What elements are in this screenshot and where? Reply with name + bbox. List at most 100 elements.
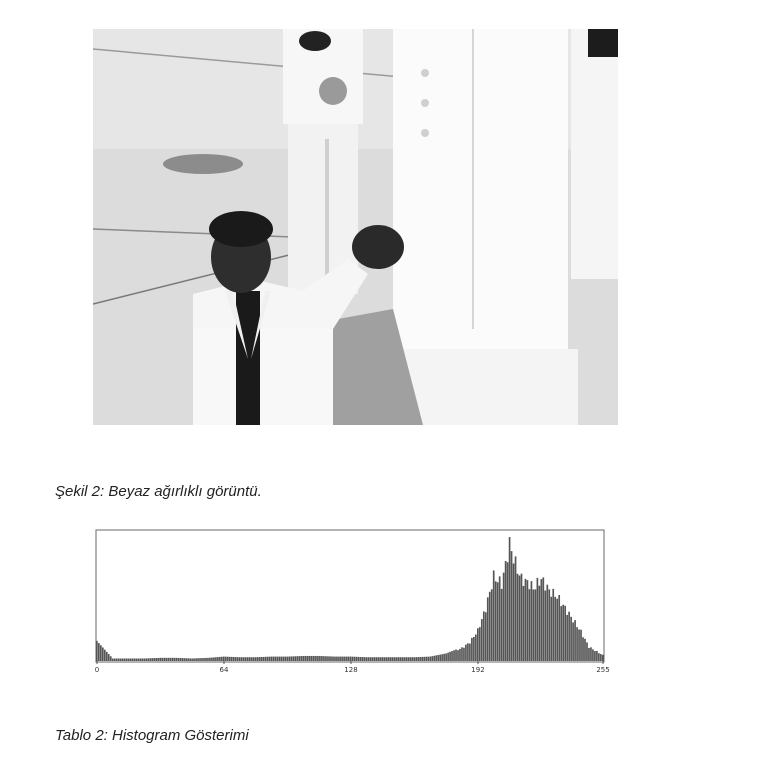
histogram-bar (369, 657, 372, 661)
histogram-bar (512, 563, 515, 661)
photo-white-weighted (93, 29, 618, 425)
x-tick-label: 0 (95, 666, 99, 674)
histogram-bar (582, 637, 584, 661)
histogram-bar (552, 588, 555, 661)
histogram-bar (306, 655, 309, 661)
histogram-bar (363, 657, 366, 661)
histogram-bar (318, 655, 320, 661)
histogram-bar (504, 560, 507, 661)
histogram-bar (111, 658, 114, 661)
histogram-bar (558, 595, 561, 661)
histogram-bar (399, 657, 402, 661)
histogram-bar (572, 622, 574, 661)
histogram-bar (246, 657, 249, 661)
histogram-bar (351, 656, 354, 661)
histogram-bar (153, 658, 156, 661)
histogram-bar (282, 656, 285, 661)
histogram-bar (488, 591, 491, 661)
histogram-bar (326, 656, 328, 661)
histogram-bar (224, 656, 227, 661)
histogram-bar (361, 657, 364, 661)
histogram-bar (518, 575, 521, 661)
histogram-bar (234, 657, 237, 661)
histogram-bar (484, 612, 487, 661)
histogram-bar (391, 657, 394, 661)
histogram-bar (594, 651, 596, 661)
histogram-bar (596, 650, 598, 661)
histogram-bar (183, 658, 185, 661)
histogram-bar (155, 658, 158, 661)
histogram-bar (238, 657, 241, 661)
histogram-bar (147, 658, 150, 661)
histogram-bar (177, 657, 180, 661)
histogram-bar (115, 658, 118, 661)
histogram-bar (486, 597, 489, 661)
histogram-bar (477, 628, 479, 661)
histogram-bar (350, 656, 352, 661)
histogram-bar (278, 656, 281, 661)
histogram-bar (435, 655, 438, 661)
histogram-bar (439, 654, 441, 661)
histogram-bar (103, 649, 106, 661)
histogram-bar (598, 653, 600, 661)
histogram-bar (425, 656, 428, 661)
histogram-bar (123, 658, 126, 661)
histogram-bar (157, 657, 160, 661)
histogram-bar (429, 656, 432, 661)
histogram-bar (348, 656, 350, 661)
histogram-bar (395, 657, 398, 661)
histogram-bar (592, 649, 594, 661)
histogram-bar (145, 658, 148, 661)
histogram-bar (544, 590, 547, 661)
histogram-bar (270, 656, 273, 661)
histogram-bar (590, 647, 592, 661)
histogram-bar (387, 657, 390, 661)
histogram-bar (433, 655, 436, 661)
histogram-bar (213, 657, 215, 661)
histogram-bar (226, 656, 229, 661)
histogram-bar (288, 656, 291, 661)
histogram-bar (371, 657, 374, 661)
histogram-bar (510, 551, 513, 661)
histogram-bar (133, 658, 136, 661)
histogram-bar (121, 658, 124, 661)
histogram-bar (274, 656, 277, 661)
histogram-bar (588, 647, 590, 661)
x-tick-label: 255 (596, 666, 609, 674)
histogram-bar (256, 657, 259, 661)
histogram-bar (500, 588, 503, 661)
histogram-bar (465, 644, 467, 661)
histogram-bar (223, 656, 225, 661)
histogram-bar (322, 656, 324, 661)
histogram-bar (407, 657, 410, 661)
histogram-bar (286, 656, 289, 661)
histogram-bar (149, 658, 152, 661)
histogram-bar (308, 655, 311, 661)
histogram-bar (302, 655, 305, 661)
histogram-bar (451, 651, 453, 661)
histogram-bar (353, 656, 356, 661)
histogram-bars (96, 537, 604, 661)
histogram-bar (143, 658, 146, 661)
histogram-bar (230, 656, 233, 661)
histogram-bar (195, 658, 197, 661)
histogram-bar (506, 562, 509, 661)
histogram-bar (320, 656, 322, 661)
histogram-bar (219, 656, 221, 661)
histogram-bar (546, 584, 549, 661)
histogram-bar (526, 580, 529, 661)
histogram-bar (159, 657, 162, 661)
histogram-bar (417, 657, 420, 661)
histogram-bar (469, 643, 471, 661)
histogram-bar (548, 589, 551, 661)
histogram-bar (508, 537, 511, 661)
histogram-bar (228, 656, 231, 661)
histogram-bar (336, 656, 338, 661)
histogram-bar (175, 657, 178, 661)
histogram-bar (211, 657, 213, 661)
histogram-bar (357, 656, 360, 661)
histogram-bar (498, 576, 501, 661)
histogram-bar (536, 577, 539, 661)
histogram-bar (127, 658, 130, 661)
histogram-bar (405, 657, 408, 661)
